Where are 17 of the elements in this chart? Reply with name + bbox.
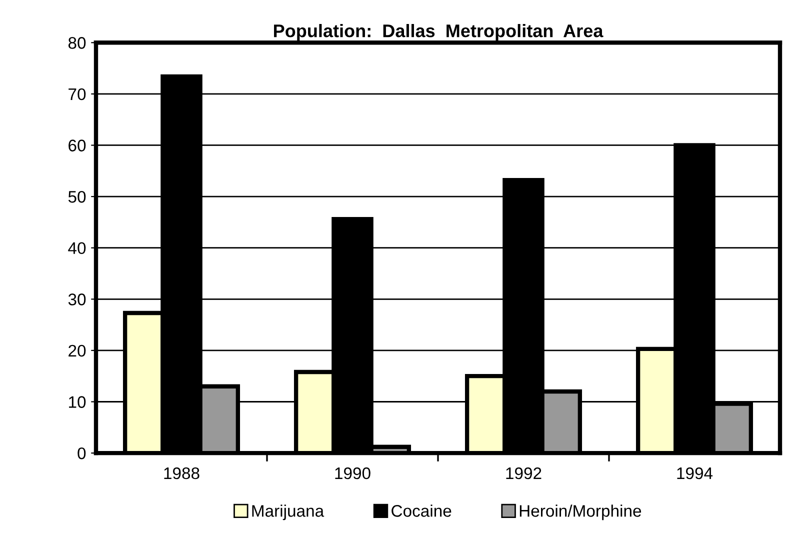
y-tick-label: 50 [68, 190, 86, 203]
x-tick-label: 1992 [506, 467, 542, 480]
y-tick-label: 20 [68, 344, 86, 357]
y-tick-label: 70 [68, 88, 86, 100]
y-tick-label: 40 [68, 242, 86, 254]
y-tick-label: 10 [69, 396, 86, 408]
y-tick-label: 60 [68, 140, 86, 152]
legend-label: Heroin/Morphine [520, 504, 642, 520]
y-tick-label: 80 [68, 37, 86, 49]
x-tick-label: 1990 [335, 467, 370, 480]
legend-label: Marijuana [252, 504, 324, 520]
chart-title: Population: Dallas Metropolitan Area [274, 24, 604, 41]
x-tick-label: 1994 [677, 467, 713, 480]
legend-label: Cocaine [392, 504, 452, 517]
x-tick-label: 1988 [164, 467, 200, 480]
y-tick-label: 0 [78, 447, 86, 460]
y-tick-label: 30 [68, 294, 86, 306]
